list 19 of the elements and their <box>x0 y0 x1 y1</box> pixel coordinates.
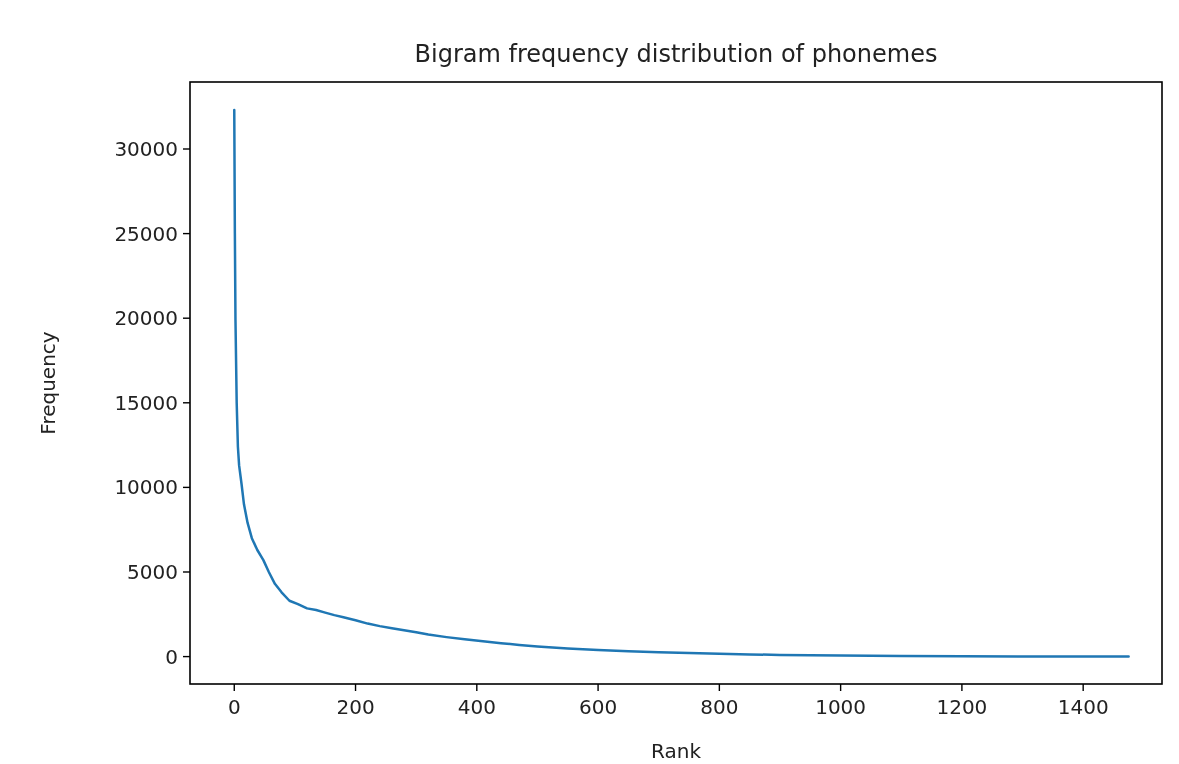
y-tick-label: 25000 <box>114 221 178 246</box>
y-tick-label: 10000 <box>114 475 178 500</box>
y-axis-title: Frequency <box>36 331 60 435</box>
x-tick-label: 200 <box>336 695 375 719</box>
chart-title: Bigram frequency distribution of phonemes <box>414 40 938 68</box>
x-tick-label: 800 <box>700 695 739 719</box>
y-tick-label: 20000 <box>114 306 178 331</box>
y-tick-label: 0 <box>165 644 178 669</box>
x-tick-label: 1000 <box>815 695 867 719</box>
x-tick-label: 400 <box>457 695 496 719</box>
x-tick-label: 0 <box>227 695 241 719</box>
line-series <box>233 108 1130 658</box>
y-tick-label: 15000 <box>114 390 178 415</box>
y-tick-label: 5000 <box>127 559 178 584</box>
x-tick-label: 1400 <box>1057 695 1109 719</box>
y-tick-label: 30000 <box>114 137 178 161</box>
x-axis-title: Rank <box>651 739 702 763</box>
x-tick-label: 1200 <box>936 695 988 719</box>
x-tick-label: 600 <box>578 695 618 719</box>
